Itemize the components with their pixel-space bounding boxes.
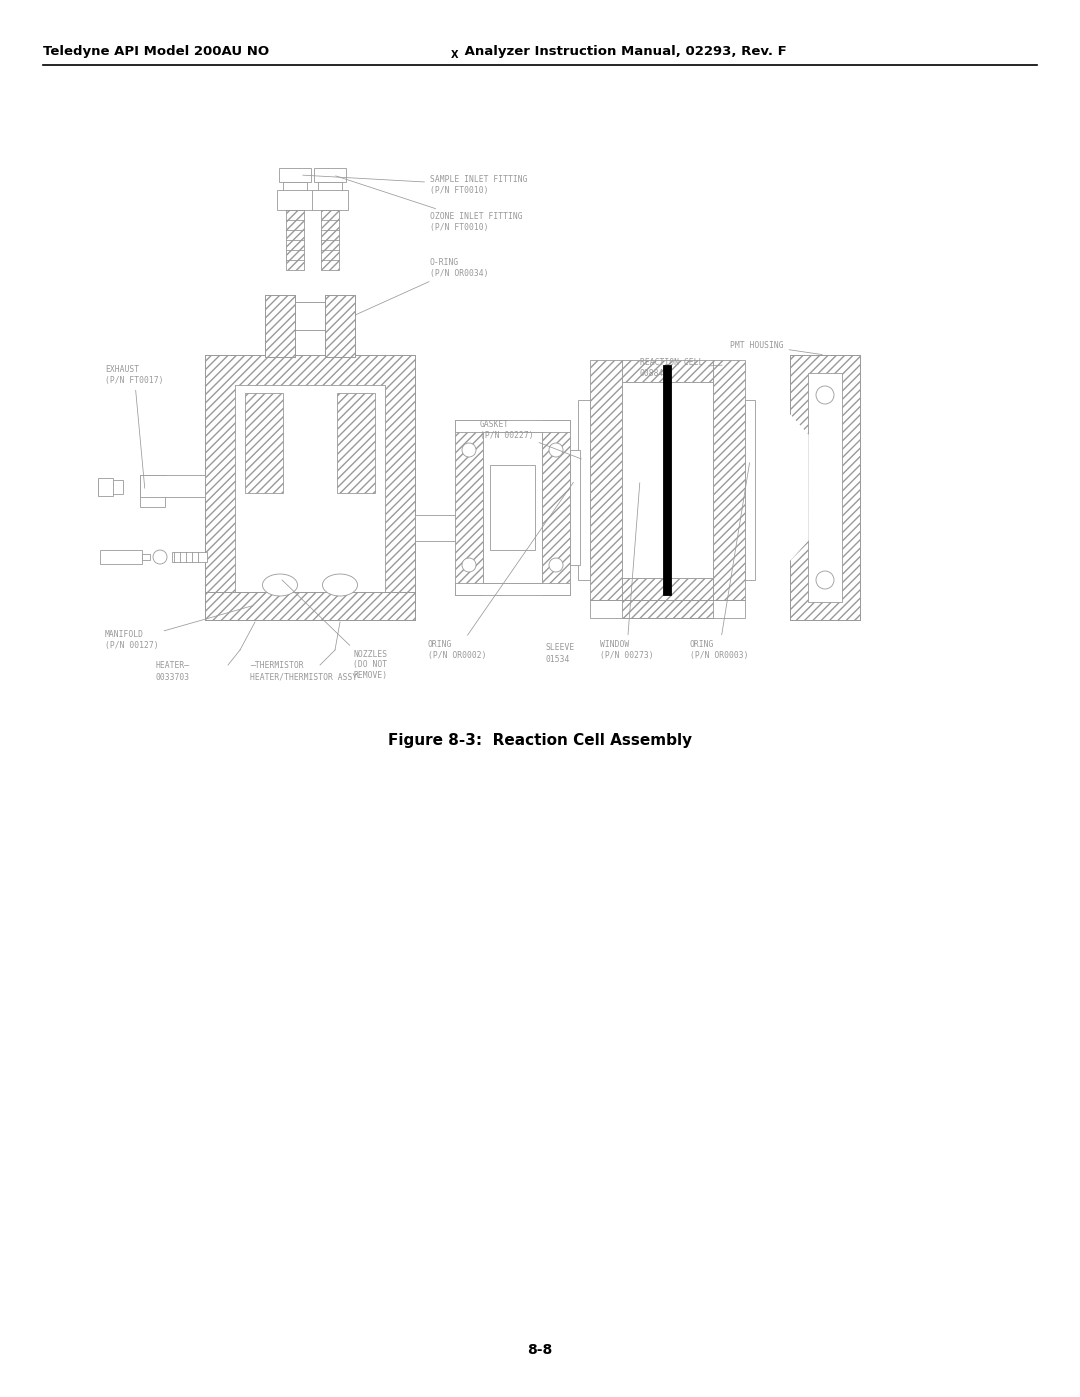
Ellipse shape	[549, 443, 563, 457]
Circle shape	[816, 571, 834, 590]
Bar	[265, 295, 295, 358]
Bar	[325, 295, 355, 358]
Bar	[789, 355, 860, 620]
Text: 01534: 01534	[545, 655, 569, 665]
Bar	[318, 182, 342, 200]
Bar	[283, 182, 307, 200]
Bar	[542, 420, 570, 595]
Bar	[312, 190, 348, 210]
Circle shape	[153, 550, 167, 564]
Bar	[265, 295, 295, 358]
Bar	[590, 599, 745, 617]
Text: HEATER/THERMISTOR ASSY: HEATER/THERMISTOR ASSY	[249, 672, 357, 682]
Text: HEATER─: HEATER─	[156, 661, 189, 669]
Ellipse shape	[462, 557, 476, 571]
Text: Figure 8-3:  Reaction Cell Assembly: Figure 8-3: Reaction Cell Assembly	[388, 732, 692, 747]
Bar	[286, 210, 303, 270]
Bar	[205, 355, 415, 620]
Bar	[415, 515, 545, 541]
Text: ORING
(P/N OR0003): ORING (P/N OR0003)	[690, 462, 750, 659]
Bar	[205, 592, 415, 620]
Bar	[713, 360, 745, 599]
Polygon shape	[789, 415, 808, 560]
Bar	[235, 386, 384, 595]
Text: O-RING
(P/N OR0034): O-RING (P/N OR0034)	[355, 258, 488, 314]
Bar	[278, 302, 353, 330]
Text: 8-8: 8-8	[527, 1343, 553, 1356]
Bar	[337, 393, 375, 493]
Text: NOZZLES
(DO NOT
REMOVE): NOZZLES (DO NOT REMOVE)	[282, 580, 387, 680]
Bar	[622, 599, 713, 617]
Text: OZONE INLET FITTING
(P/N FT0010): OZONE INLET FITTING (P/N FT0010)	[336, 176, 523, 232]
Bar	[483, 432, 542, 583]
Bar	[663, 365, 671, 595]
Text: MANIFOLD
(P/N 00127): MANIFOLD (P/N 00127)	[105, 606, 253, 650]
Bar	[276, 190, 313, 210]
Ellipse shape	[462, 443, 476, 457]
Bar	[98, 478, 113, 496]
Ellipse shape	[323, 574, 357, 597]
Text: SLEEVE: SLEEVE	[545, 644, 575, 652]
Bar	[745, 400, 755, 580]
Bar	[141, 555, 150, 560]
Text: Analyzer Instruction Manual, 02293, Rev. F: Analyzer Instruction Manual, 02293, Rev.…	[460, 46, 786, 59]
Bar	[789, 355, 860, 620]
Bar	[455, 583, 570, 595]
Bar	[570, 450, 580, 564]
Bar	[205, 592, 415, 620]
Text: X: X	[451, 50, 459, 60]
Bar	[100, 550, 141, 564]
Bar	[98, 481, 123, 495]
Text: ─THERMISTOR: ─THERMISTOR	[249, 661, 303, 669]
Bar	[205, 355, 415, 620]
Bar	[245, 393, 283, 493]
Circle shape	[816, 386, 834, 404]
Bar	[321, 210, 339, 270]
Bar	[278, 302, 353, 330]
Text: REACTION CELL
00884: REACTION CELL 00884	[640, 358, 723, 377]
Bar	[808, 373, 842, 602]
Text: SAMPLE INLET FITTING
(P/N FT0010): SAMPLE INLET FITTING (P/N FT0010)	[302, 175, 527, 194]
Text: GASKET
(P/N 00227): GASKET (P/N 00227)	[480, 420, 581, 460]
Text: WINDOW
(P/N 00273): WINDOW (P/N 00273)	[600, 483, 653, 659]
Text: EXHAUST
(P/N FT0017): EXHAUST (P/N FT0017)	[105, 365, 163, 488]
Bar	[140, 475, 205, 497]
Bar	[172, 552, 207, 562]
Bar	[622, 381, 713, 578]
Bar	[140, 475, 165, 507]
Bar	[314, 168, 346, 182]
Bar	[590, 360, 622, 599]
Bar	[455, 420, 570, 432]
Bar	[455, 420, 483, 595]
Text: ORING
(P/N OR0002): ORING (P/N OR0002)	[428, 482, 573, 659]
Bar	[490, 465, 535, 550]
Bar	[279, 168, 311, 182]
Text: PMT HOUSING: PMT HOUSING	[730, 341, 822, 355]
Ellipse shape	[549, 557, 563, 571]
Bar	[622, 360, 713, 381]
Bar	[325, 295, 355, 358]
Bar	[578, 400, 590, 580]
Text: 0033703: 0033703	[156, 672, 189, 682]
Bar	[622, 578, 713, 599]
Text: Teledyne API Model 200AU NO: Teledyne API Model 200AU NO	[43, 46, 269, 59]
Ellipse shape	[262, 574, 297, 597]
